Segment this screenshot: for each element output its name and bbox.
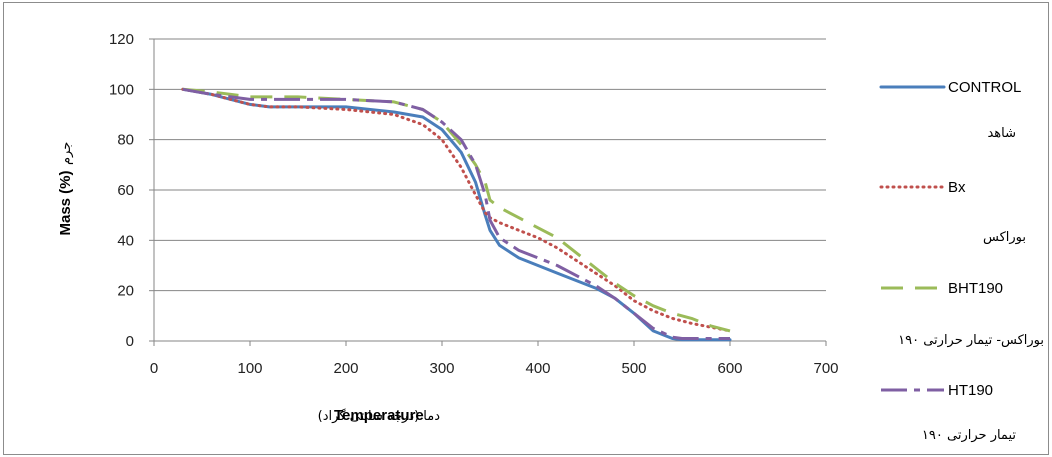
- x-tick-label: 700: [813, 360, 838, 377]
- x-tick-label: 200: [333, 360, 358, 377]
- y-axis-title-persian: جرم: [59, 142, 74, 165]
- x-tick-label: 400: [525, 360, 550, 377]
- x-tick-label: 100: [237, 360, 262, 377]
- y-tick-label: 80: [117, 132, 134, 149]
- legend: CONTROL شاهد Bx بوراکس BHT190 بوراکس- تیمار ح…: [879, 79, 1044, 443]
- legend-sublabel: بوراکس- تیمار حرارتی ۱۹۰: [898, 333, 1044, 348]
- x-axis-title: Temperature: [334, 407, 424, 424]
- x-tick-label: 500: [621, 360, 646, 377]
- chart-frame: 0 20 40 60 80 100 120 0 100 200 300 400 500 600 700 M…: [3, 2, 1049, 455]
- series-line-bx: [181, 87, 732, 333]
- legend-label: HT190: [948, 382, 993, 399]
- legend-label: Bx: [948, 179, 966, 196]
- series-line-bht190: [182, 87, 731, 333]
- x-tick-label: 300: [429, 360, 454, 377]
- y-tick-label: 60: [117, 182, 134, 199]
- y-tick-label: 40: [117, 232, 134, 249]
- y-tick-label: 0: [126, 333, 134, 350]
- series-lines: [181, 87, 732, 342]
- legend-sublabel: بوراکس: [983, 230, 1026, 245]
- x-axis-title-persian: دما (درجه سانتی گراد): [318, 408, 441, 424]
- legend-label: BHT190: [948, 280, 1003, 297]
- x-tick-label: 0: [150, 360, 158, 377]
- legend-sublabel: شاهد: [987, 126, 1016, 141]
- y-axis-ticks: 0 20 40 60 80 100 120: [109, 31, 154, 350]
- y-tick-label: 100: [109, 81, 134, 98]
- y-tick-label: 20: [117, 283, 134, 300]
- legend-label: CONTROL: [948, 79, 1021, 96]
- grid-lines: [154, 38, 826, 292]
- y-axis-title: Mass (%): [57, 170, 74, 235]
- x-axis-ticks: 0 100 200 300 400 500 600 700: [150, 341, 839, 377]
- series-line-control: [181, 87, 732, 342]
- y-tick-label: 120: [109, 31, 134, 48]
- legend-sublabel: تیمار حرارتی ۱۹۰: [922, 428, 1016, 443]
- mass-temperature-chart: 0 20 40 60 80 100 120 0 100 200 300 400 500 600 700 M…: [57, 31, 1044, 443]
- series-line-ht190: [182, 87, 730, 340]
- x-tick-label: 600: [717, 360, 742, 377]
